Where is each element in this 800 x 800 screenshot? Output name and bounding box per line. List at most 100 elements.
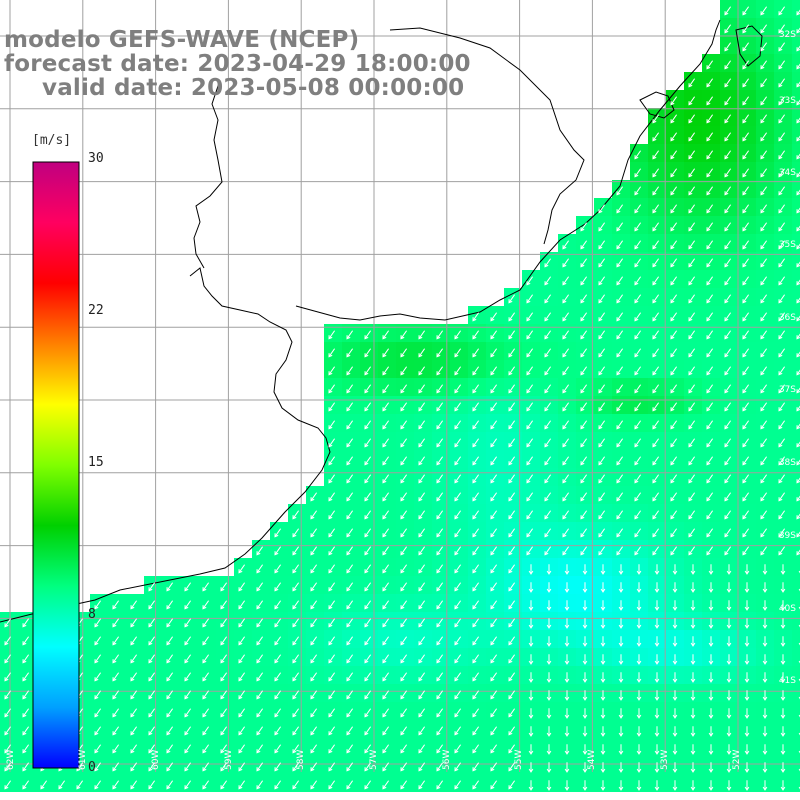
wind-arrow: [328, 672, 336, 682]
wind-arrow: [760, 402, 768, 412]
wind-arrow: [562, 258, 570, 268]
wind-arrow: [328, 420, 336, 430]
wind-arrow: [436, 618, 444, 628]
wind-arrow: [544, 366, 552, 376]
wind-arrow: [528, 582, 534, 593]
wind-arrow: [690, 690, 696, 701]
wind-arrow: [292, 528, 300, 538]
wind-arrow: [634, 186, 642, 196]
wind-arrow: [708, 582, 714, 593]
wind-arrow: [724, 312, 732, 322]
wind-arrow: [618, 654, 624, 665]
wind-arrow: [238, 654, 246, 664]
wind-arrow: [600, 780, 606, 791]
lat-label: 36S: [778, 313, 796, 323]
wind-arrow: [562, 348, 570, 358]
wind-arrow: [742, 276, 750, 286]
wind-arrow: [652, 402, 660, 412]
wind-arrow: [310, 690, 318, 700]
wind-arrow: [454, 366, 462, 376]
wind-arrow: [400, 348, 408, 358]
wind-arrow: [724, 330, 732, 340]
wind-arrow: [292, 510, 300, 520]
wind-arrow: [670, 96, 678, 106]
wind-arrow: [546, 708, 552, 719]
wind-arrow: [184, 600, 192, 610]
wind-arrow: [4, 636, 12, 646]
lat-label: 40S: [778, 604, 796, 614]
wind-arrow: [184, 690, 192, 700]
wind-arrow: [688, 546, 696, 556]
wind-arrow: [762, 654, 768, 665]
wind-arrow: [652, 492, 660, 502]
wind-arrow: [310, 618, 318, 628]
wind-speed-cell: [792, 144, 800, 162]
wind-arrow: [418, 528, 426, 538]
wind-arrow: [418, 492, 426, 502]
wind-arrow: [742, 312, 750, 322]
wind-speed-cell: [792, 504, 800, 522]
wind-arrow: [382, 690, 390, 700]
wind-arrow: [670, 222, 678, 232]
wind-arrow: [654, 636, 660, 647]
wind-arrow: [328, 780, 336, 790]
wind-arrow: [202, 762, 210, 772]
wind-arrow: [778, 330, 786, 340]
wind-arrow: [688, 240, 696, 250]
wind-arrow: [582, 780, 588, 791]
wind-arrow: [436, 528, 444, 538]
wind-arrow: [310, 726, 318, 736]
colorbar-unit: [m/s]: [32, 133, 72, 148]
wind-arrow: [508, 690, 516, 700]
wind-arrow: [670, 456, 678, 466]
wind-arrow: [778, 492, 786, 502]
wind-arrow: [526, 456, 534, 466]
wind-arrow: [742, 528, 750, 538]
wind-arrow: [580, 456, 588, 466]
wind-arrow: [292, 672, 300, 682]
wind-arrow: [544, 474, 552, 484]
wind-arrow: [508, 492, 516, 502]
wind-arrow: [436, 672, 444, 682]
wind-arrow: [490, 492, 498, 502]
wind-arrow: [472, 744, 480, 754]
wind-arrow: [582, 726, 588, 737]
wind-arrow: [670, 402, 678, 412]
wind-arrow: [636, 690, 642, 701]
wind-arrow: [382, 762, 390, 772]
wind-arrow: [148, 762, 156, 772]
wind-arrow: [778, 294, 786, 304]
wind-arrow: [636, 762, 642, 773]
wind-arrow: [708, 762, 714, 773]
wind-arrow: [780, 780, 786, 791]
wind-arrow: [400, 618, 408, 628]
wind-arrow: [166, 762, 174, 772]
wind-arrow: [688, 312, 696, 322]
wind-arrow: [546, 582, 552, 593]
wind-arrow: [400, 528, 408, 538]
wind-arrow: [472, 348, 480, 358]
wind-arrow: [706, 546, 714, 556]
wind-arrow: [202, 690, 210, 700]
wind-arrow: [742, 384, 750, 394]
wind-arrow: [618, 564, 624, 575]
wind-arrow: [382, 384, 390, 394]
wind-arrow: [490, 312, 498, 322]
wind-arrow: [4, 690, 12, 700]
wind-arrow: [652, 528, 660, 538]
river-plate-coast: [193, 79, 223, 269]
wind-arrow: [618, 618, 624, 629]
wind-arrow: [346, 618, 354, 628]
wind-arrow: [328, 528, 336, 538]
wind-arrow: [726, 726, 732, 737]
wind-arrow: [672, 582, 678, 593]
wind-arrow: [364, 420, 372, 430]
wind-arrow: [760, 222, 768, 232]
wind-arrow: [472, 618, 480, 628]
wind-arrows: [4, 6, 800, 791]
wind-arrow: [778, 510, 786, 520]
title-model: modelo GEFS-WAVE (NCEP): [4, 27, 360, 53]
wind-arrow: [690, 726, 696, 737]
wind-arrow: [436, 654, 444, 664]
wind-arrow: [634, 402, 642, 412]
